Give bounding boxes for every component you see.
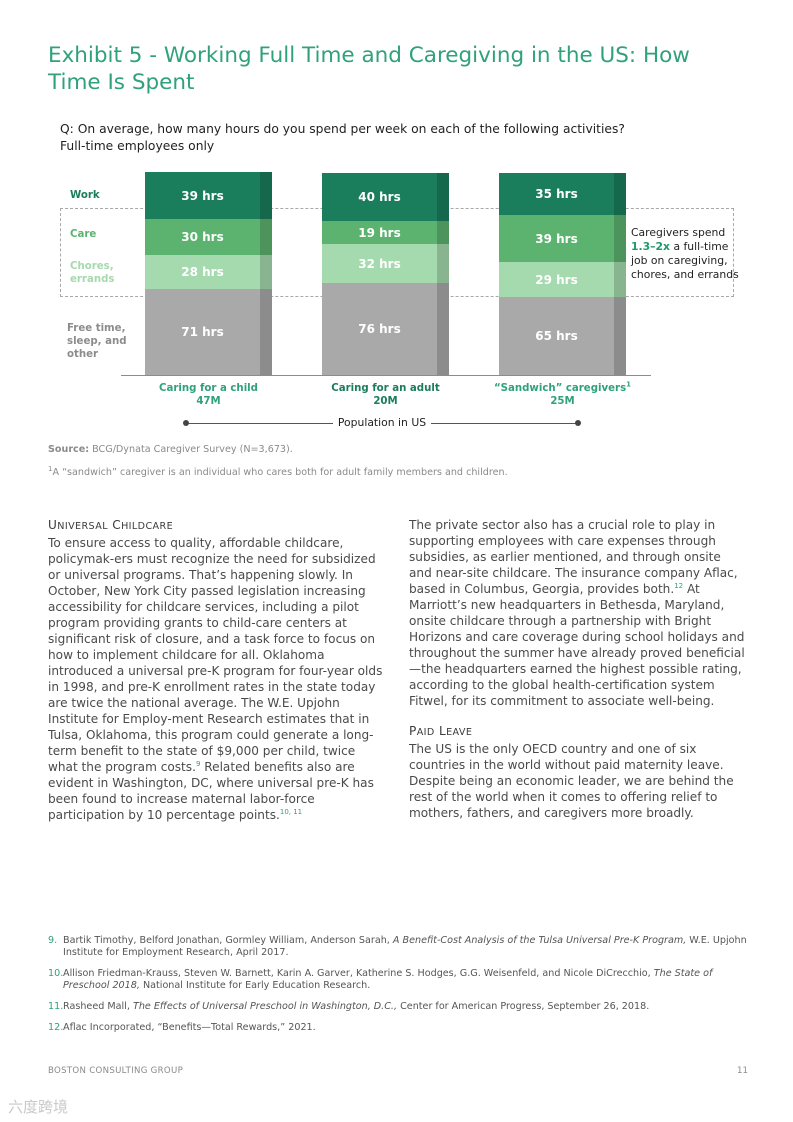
paid-leave-heading: PAID LEAVE bbox=[409, 724, 473, 738]
bar-segment-chores-2: 32 hrs bbox=[322, 244, 449, 283]
category-label-2: Caring for an adult 20M bbox=[331, 383, 440, 407]
left-column: UNIVERSAL CHILDCARE To ensure access to … bbox=[48, 517, 386, 823]
bar-segment-shade bbox=[437, 283, 449, 375]
population-line-left bbox=[186, 423, 333, 424]
reference-item: 9. Bartik Timothy, Belford Jonathan, Gorm… bbox=[48, 935, 747, 958]
row-label-free-time: Free time, sleep, and other bbox=[67, 323, 127, 360]
reference-item: 10. Allison Friedman-Krauss, Steven W. Ba… bbox=[48, 968, 713, 991]
bar-segment-shade bbox=[437, 244, 449, 283]
page-number: 11 bbox=[737, 1066, 748, 1076]
category-label-3: “Sandwich” caregivers1 25M bbox=[493, 380, 632, 407]
population-line-right bbox=[431, 423, 578, 424]
survey-question: Q: On average, how many hours do you spe… bbox=[60, 122, 625, 136]
bar-value-label: 30 hrs bbox=[181, 230, 224, 244]
bar-value-label: 65 hrs bbox=[535, 329, 578, 343]
bar-value-label: 71 hrs bbox=[181, 325, 224, 339]
bar-segment-free-time-1: 71 hrs bbox=[145, 289, 272, 375]
right-column: The private sector also has a crucial ro… bbox=[409, 517, 747, 821]
bar-segment-free-time-2: 76 hrs bbox=[322, 283, 449, 375]
bar-segment-shade bbox=[260, 219, 272, 255]
bar-segment-shade bbox=[614, 262, 626, 297]
bar-segment-care-1: 30 hrs bbox=[145, 219, 272, 255]
bar-value-label: 32 hrs bbox=[358, 256, 401, 271]
bar-segment-work-1: 39 hrs bbox=[145, 172, 272, 219]
bar-value-label: 40 hrs bbox=[358, 190, 401, 204]
caregiving-annotation: Caregivers spend 1.3–2x a full-time job … bbox=[631, 226, 739, 281]
watermark: 六度跨境 bbox=[8, 1098, 69, 1116]
bar-segment-care-3: 39 hrs bbox=[499, 215, 626, 262]
bar-segment-shade bbox=[260, 289, 272, 375]
population-label: Population in US bbox=[333, 416, 431, 429]
childcare-heading: UNIVERSAL CHILDCARE bbox=[48, 518, 174, 532]
reference-item: 11. Rasheed Mall, The Effects of Universa… bbox=[48, 1001, 650, 1012]
bar-segment-shade bbox=[437, 173, 449, 221]
bar-value-label: 19 hrs bbox=[358, 225, 401, 240]
bar-segment-work-2: 40 hrs bbox=[322, 173, 449, 221]
source-note: Source: BCG/Dynata Caregiver Survey (N=3… bbox=[48, 444, 293, 455]
row-label-chores: Chores, errands bbox=[70, 261, 115, 285]
bar-value-label: 39 hrs bbox=[181, 188, 224, 203]
category-label-1: Caring for a child 47M bbox=[159, 383, 258, 407]
bar-value-label: 76 hrs bbox=[358, 322, 401, 336]
bar-segment-care-2: 19 hrs bbox=[322, 221, 449, 244]
row-label-care: Care bbox=[70, 229, 97, 240]
bar-segment-chores-1: 28 hrs bbox=[145, 255, 272, 289]
population-line-right-dot bbox=[575, 420, 581, 426]
chart-footnote: 1A “sandwich” caregiver is an individual… bbox=[48, 464, 508, 478]
bar-segment-shade bbox=[614, 297, 626, 375]
bar-segment-shade bbox=[260, 255, 272, 289]
bar-value-label: 29 hrs bbox=[535, 272, 578, 287]
bar-value-label: 39 hrs bbox=[535, 231, 578, 246]
chart-baseline bbox=[121, 375, 651, 376]
bar-segment-free-time-3: 65 hrs bbox=[499, 297, 626, 375]
reference-item: 12. Aflac Incorporated, “Benefits—Total R… bbox=[48, 1022, 316, 1033]
bar-segment-shade bbox=[614, 215, 626, 262]
private-sector-paragraph: The private sector also has a crucial ro… bbox=[409, 518, 745, 708]
chart-subtitle: Full-time employees only bbox=[60, 139, 215, 153]
bar-segment-shade bbox=[437, 221, 449, 244]
bar-segment-shade bbox=[614, 173, 626, 215]
references-list: 9. Bartik Timothy, Belford Jonathan, Gorm… bbox=[48, 935, 748, 1034]
bar-value-label: 28 hrs bbox=[181, 265, 224, 279]
footer-brand: BOSTON CONSULTING GROUP bbox=[48, 1066, 184, 1076]
bar-segment-work-3: 35 hrs bbox=[499, 173, 626, 215]
bar-segment-shade bbox=[260, 172, 272, 219]
bar-value-label: 35 hrs bbox=[535, 187, 578, 201]
stacked-bar-chart: Work Care Chores, errands Free time, sleep… bbox=[0, 0, 793, 440]
exhibit-title: Exhibit 5 - Working Full Time and Caregi… bbox=[48, 43, 690, 95]
childcare-paragraph: To ensure access to quality, affordable … bbox=[48, 536, 383, 822]
bar-segment-chores-3: 29 hrs bbox=[499, 262, 626, 297]
population-line-left-dot bbox=[183, 420, 189, 426]
paid-leave-paragraph: The US is the only OECD country and one … bbox=[409, 742, 734, 820]
row-label-work: Work bbox=[70, 190, 100, 201]
